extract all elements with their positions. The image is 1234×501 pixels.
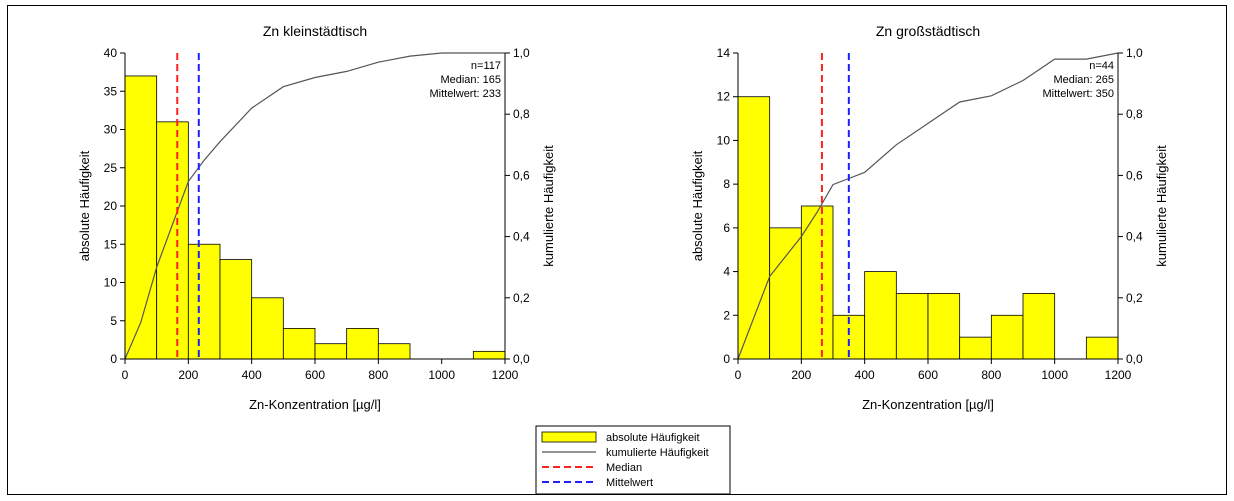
y-tick-label: 40 xyxy=(104,46,118,60)
histogram-bar xyxy=(251,297,284,360)
histogram-bar xyxy=(282,327,316,360)
chart-canvas: 0 200 400 600 800 1000 120005101520253035400,0… xyxy=(77,23,1169,495)
x-tick-label: 200 xyxy=(178,368,198,382)
histogram-bar xyxy=(124,75,158,360)
stats-annotation: Median: 165 xyxy=(440,74,501,86)
y-tick-label: 15 xyxy=(104,237,118,251)
x-tick-label: 400 xyxy=(242,368,262,382)
x-tick-label: 1000 xyxy=(1041,368,1068,382)
histogram-bar xyxy=(377,343,411,360)
y-tick-label: 25 xyxy=(104,161,118,175)
x-tick-label: 1200 xyxy=(492,368,519,382)
x-tick-label: 800 xyxy=(368,368,388,382)
legend xyxy=(535,425,731,495)
y-axis-label: absolute Häufigkeit xyxy=(77,150,92,261)
x-tick-label: 800 xyxy=(981,368,1001,382)
x-tick-label: 200 xyxy=(791,368,811,382)
x-tick-label: 600 xyxy=(305,368,325,382)
figure: 0 200 400 600 800 1000 1200 0 5 10 15 20 25 30 35 40 0,0… xyxy=(7,5,1227,495)
y-tick-label: 12 xyxy=(717,90,731,104)
y2-tick-label: 0,6 xyxy=(513,168,530,182)
y2-tick-label: 0,2 xyxy=(1126,291,1143,305)
y2-tick-label: 0,4 xyxy=(1126,230,1143,244)
stats-annotation: Median: 265 xyxy=(1053,74,1114,86)
histogram-bar xyxy=(1085,336,1119,360)
y-tick-label: 10 xyxy=(104,276,118,290)
y-tick-label: 10 xyxy=(717,133,731,147)
chart-title: Zn großstädtisch xyxy=(876,23,980,39)
y-axis-label: absolute Häufigkeit xyxy=(690,150,705,261)
chart-panel-2 xyxy=(733,52,1123,364)
stats-annotation: Mittelwert: 350 xyxy=(1042,88,1114,100)
y2-tick-label: 1,0 xyxy=(513,46,530,60)
y-tick-label: 5 xyxy=(110,314,117,328)
stats-annotation: Mittelwert: 233 xyxy=(429,88,501,100)
y-tick-label: 2 xyxy=(723,308,730,322)
y2-tick-label: 0,8 xyxy=(513,107,530,121)
histogram-bar xyxy=(864,271,897,360)
stats-annotation: n=44 xyxy=(1089,60,1114,72)
y2-tick-label: 0,0 xyxy=(513,352,530,366)
histogram-bar xyxy=(472,350,506,360)
histogram-bar xyxy=(895,293,929,360)
legend-label: Mittelwert xyxy=(606,477,653,489)
cumulative-line xyxy=(124,52,505,360)
y-tick-label: 8 xyxy=(723,177,730,191)
histogram-bar xyxy=(990,314,1024,360)
stats-annotation: n=117 xyxy=(471,60,501,72)
histogram-bar xyxy=(346,327,379,360)
histogram-bar xyxy=(959,336,992,360)
y2-axis-label: kumulierte Häufigkeit xyxy=(541,145,556,267)
y2-tick-label: 0,6 xyxy=(1126,168,1143,182)
histogram-bar xyxy=(314,343,348,360)
y-tick-label: 35 xyxy=(104,84,118,98)
x-tick-label: 600 xyxy=(918,368,938,382)
y-tick-label: 30 xyxy=(104,123,118,137)
x-tick-label: 400 xyxy=(855,368,875,382)
histogram-bar xyxy=(737,96,771,360)
histogram-bar xyxy=(1022,293,1056,360)
y2-tick-label: 0,2 xyxy=(513,291,530,305)
histogram-bar xyxy=(800,205,834,360)
y2-tick-label: 0,4 xyxy=(513,230,530,244)
legend-label: Median xyxy=(606,462,642,474)
x-tick-label: 1200 xyxy=(1105,368,1132,382)
chart-panel-1 xyxy=(120,52,510,364)
cumulative-line xyxy=(737,52,1119,360)
x-tick-label: 0 xyxy=(735,368,742,382)
histogram-bar xyxy=(927,293,961,360)
y2-tick-label: 0,0 xyxy=(1126,352,1143,366)
y2-tick-label: 0,8 xyxy=(1126,107,1143,121)
y-tick-label: 20 xyxy=(104,199,118,213)
y-tick-label: 0 xyxy=(723,352,730,366)
chart-title: Zn kleinstädtisch xyxy=(263,23,367,39)
x-tick-label: 0 xyxy=(122,368,129,382)
x-tick-label: 1000 xyxy=(428,368,455,382)
y2-axis-label: kumulierte Häufigkeit xyxy=(1154,145,1169,267)
histogram-bar xyxy=(156,121,189,360)
y2-tick-label: 1,0 xyxy=(1126,46,1143,60)
x-axis-label: Zn-Konzentration [µg/l] xyxy=(862,397,994,412)
legend-label: absolute Häufigkeit xyxy=(606,432,700,444)
y-tick-label: 6 xyxy=(723,221,730,235)
y-tick-label: 4 xyxy=(723,265,730,279)
y-tick-label: 0 xyxy=(110,352,117,366)
x-axis-label: Zn-Konzentration [µg/l] xyxy=(249,397,381,412)
histogram-bar xyxy=(219,259,253,360)
y-tick-label: 14 xyxy=(717,46,731,60)
histogram-bar xyxy=(769,227,802,360)
histogram-bar xyxy=(187,243,221,360)
legend-label: kumulierte Häufigkeit xyxy=(606,447,709,459)
legend-swatch-bar xyxy=(541,431,597,443)
